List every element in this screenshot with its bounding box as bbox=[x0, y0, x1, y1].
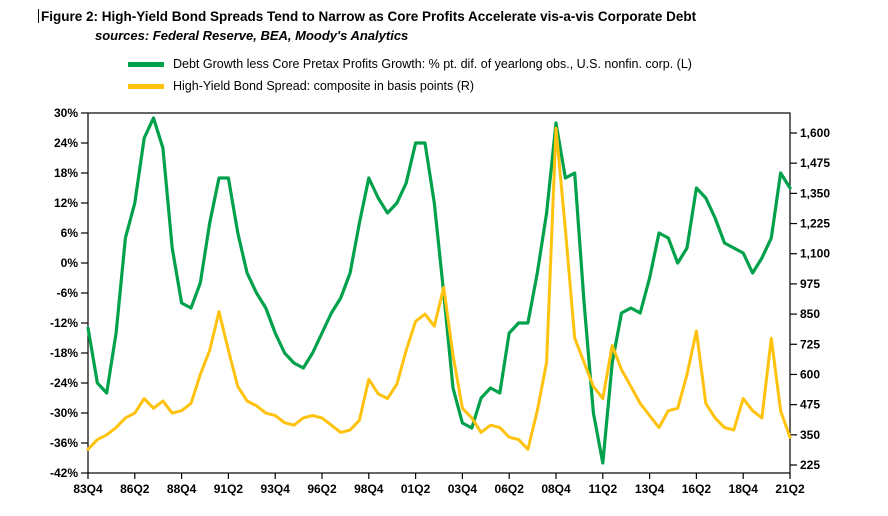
x-axis-tick-label: 98Q4 bbox=[354, 482, 384, 496]
legend-item-hy-spread: High-Yield Bond Spread: composite in bas… bbox=[128, 75, 888, 97]
right-axis-tick-label: 225 bbox=[800, 458, 820, 472]
title-caret bbox=[38, 9, 39, 23]
right-axis-tick-label: 1,225 bbox=[800, 217, 830, 231]
right-axis-tick-label: 1,350 bbox=[800, 186, 830, 200]
left-axis-tick-label: 6% bbox=[61, 226, 79, 240]
x-axis-tick-label: 16Q2 bbox=[682, 482, 712, 496]
left-axis-tick-label: -30% bbox=[50, 406, 78, 420]
x-axis-tick-label: 06Q2 bbox=[495, 482, 525, 496]
x-axis-tick-label: 01Q2 bbox=[401, 482, 431, 496]
hy-spread-series-line bbox=[86, 126, 792, 451]
left-axis-tick-label: 24% bbox=[54, 136, 78, 150]
left-axis-tick-label: -6% bbox=[57, 286, 79, 300]
x-axis-tick-label: 86Q2 bbox=[120, 482, 150, 496]
chart-legend: Debt Growth less Core Pretax Profits Gro… bbox=[128, 53, 888, 97]
left-axis-tick-label: -36% bbox=[50, 436, 78, 450]
x-axis-tick-label: 18Q4 bbox=[729, 482, 759, 496]
left-axis-tick-label: -12% bbox=[50, 316, 78, 330]
right-axis-tick-label: 600 bbox=[800, 367, 820, 381]
right-axis-tick-label: 1,100 bbox=[800, 247, 830, 261]
legend-swatch-yellow-line bbox=[128, 83, 164, 89]
right-axis-tick-label: 975 bbox=[800, 277, 820, 291]
x-axis-tick-label: 03Q4 bbox=[448, 482, 478, 496]
chart-area: 30% 24% 18% 12% 6% 0% -6% -12% -18% -24% -30% -36% -… bbox=[0, 99, 888, 516]
right-axis-tick-label: 1,600 bbox=[800, 126, 830, 140]
debt-growth-series-line bbox=[86, 116, 792, 465]
x-axis-tick-label: 13Q4 bbox=[635, 482, 665, 496]
left-axis-tick-label: -42% bbox=[50, 466, 78, 480]
left-axis-tick-label: 0% bbox=[61, 256, 79, 270]
x-axis-tick-label: 21Q2 bbox=[775, 482, 805, 496]
x-axis-tick-label: 93Q4 bbox=[261, 482, 291, 496]
right-axis-tick-label: 350 bbox=[800, 428, 820, 442]
left-axis-tick-label: 18% bbox=[54, 166, 78, 180]
legend-swatch-green-line bbox=[128, 61, 164, 67]
right-axis-tick-label: 1,475 bbox=[800, 156, 830, 170]
x-axis-tick-label: 88Q4 bbox=[167, 482, 197, 496]
legend-label-debt-growth: Debt Growth less Core Pretax Profits Gro… bbox=[173, 57, 692, 71]
legend-label-hy-spread: High-Yield Bond Spread: composite in bas… bbox=[173, 79, 475, 93]
right-axis-tick-label: 850 bbox=[800, 307, 820, 321]
figure-subtitle: sources: Federal Reserve, BEA, Moody's A… bbox=[95, 28, 409, 43]
right-axis-tick-label: 475 bbox=[800, 398, 820, 412]
figure-header: Figure 2: High-Yield Bond Spreads Tend t… bbox=[0, 0, 888, 25]
x-axis-tick-label: 08Q4 bbox=[541, 482, 571, 496]
x-axis-tick-label: 96Q2 bbox=[307, 482, 337, 496]
left-axis-tick-label: 12% bbox=[54, 196, 78, 210]
figure-title: Figure 2: High-Yield Bond Spreads Tend t… bbox=[41, 9, 697, 24]
legend-item-debt-growth: Debt Growth less Core Pretax Profits Gro… bbox=[128, 53, 888, 75]
plot-frame bbox=[87, 112, 791, 474]
left-axis-tick-label: -18% bbox=[50, 346, 78, 360]
x-axis-tick-label: 11Q2 bbox=[588, 482, 617, 496]
right-axis-tick-label: 725 bbox=[800, 337, 820, 351]
x-axis-tick-label: 91Q2 bbox=[214, 482, 244, 496]
dual-axis-line-chart-svg: 30% 24% 18% 12% 6% 0% -6% -12% -18% -24% -30% -36% -… bbox=[50, 106, 830, 496]
left-axis-tick-label: -24% bbox=[50, 376, 78, 390]
x-axis-tick-label: 83Q4 bbox=[73, 482, 103, 496]
left-axis-tick-label: 30% bbox=[54, 106, 78, 120]
